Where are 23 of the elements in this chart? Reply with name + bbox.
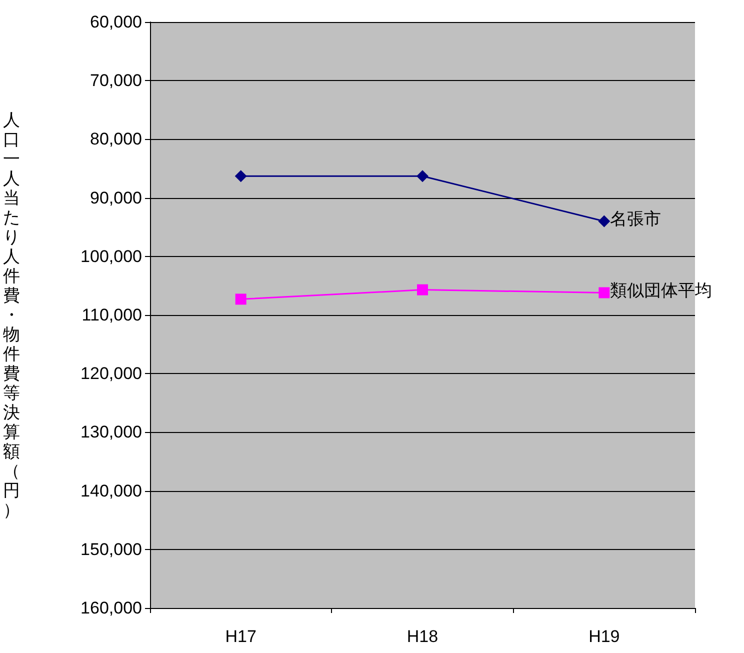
y-tick-label: 70,000 (90, 71, 142, 90)
y-tick-label: 60,000 (90, 12, 142, 32)
y-tick-label: 90,000 (90, 188, 142, 208)
point (417, 284, 428, 296)
point (234, 170, 247, 182)
point (598, 215, 610, 228)
series-label: 類似団体平均 (610, 281, 712, 300)
text: 人口一人当たり人件費・物件費等決算額（円） (3, 110, 20, 520)
y-tick-label: 80,000 (90, 130, 142, 149)
point (235, 294, 246, 305)
point (416, 170, 428, 182)
x-tick-label: H19 (588, 627, 620, 646)
x-tick-label: H17 (225, 627, 256, 646)
y-tick-label: 160,000 (80, 598, 142, 618)
x-tick-label: H18 (406, 627, 438, 646)
y-tick-label: 130,000 (80, 422, 142, 442)
y-tick-label: 100,000 (80, 246, 142, 266)
point (598, 287, 610, 298)
series-label: 名張市 (610, 210, 662, 229)
y-tick-label: 140,000 (80, 481, 142, 500)
y-tick-label: 120,000 (80, 364, 142, 384)
y-tick-label: 150,000 (80, 540, 142, 559)
y-tick-label: 110,000 (82, 306, 142, 324)
